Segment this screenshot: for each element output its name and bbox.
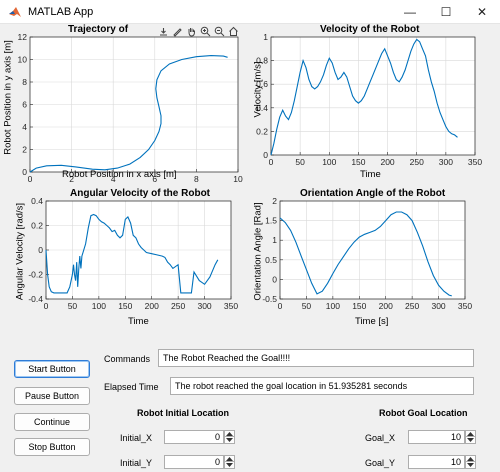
y-tick-label: 0 [38,245,43,255]
x-tick-label: 0 [278,301,283,311]
y-tick-label: 0.2 [31,221,43,231]
plot-area [271,37,475,155]
goal-y-label: Goal_Y [365,458,395,468]
elapsed-time-field[interactable]: The robot reached the goal location in 5… [170,377,474,395]
spinner-down-icon[interactable] [225,437,234,443]
goal-y-spinner[interactable] [465,455,476,469]
initial-x-field[interactable]: 0 [164,430,224,444]
x-tick-label: 350 [468,157,482,167]
angular-velocity-y-axis-label: Angular Velocity [rad/s] [15,197,26,307]
y-tick-label: 1.5 [265,216,277,226]
x-tick-label: 300 [431,301,445,311]
x-tick-label: 250 [405,301,419,311]
spinner-down-icon[interactable] [466,437,475,443]
y-tick-label: 1 [272,235,277,245]
x-tick-label: 300 [439,157,453,167]
x-tick-label: 200 [380,157,394,167]
orientation-chart: 0 50 100 150 200 250 300 350-0.500.511.52 [280,201,465,299]
goal-x-field[interactable]: 10 [408,430,465,444]
trajectory-chart: 0 2 4 6 8 10024681012 [30,37,238,172]
y-tick-label: 1 [263,32,268,42]
maximize-button[interactable]: ☐ [428,0,464,24]
x-tick-label: 50 [295,157,305,167]
window-titlebar: MATLAB App — ☐ ✕ [0,0,500,24]
angular-velocity-chart-title: Angular Velocity of the Robot [70,188,210,199]
y-tick-label: 0 [272,274,277,284]
y-tick-label: 10 [18,55,28,65]
x-tick-label: 100 [92,301,106,311]
y-tick-label: 2 [22,145,27,155]
commands-field[interactable]: The Robot Reached the Goal!!!! [158,349,474,367]
goal-y-field[interactable]: 10 [408,455,465,469]
x-tick-label: 150 [352,301,366,311]
close-button[interactable]: ✕ [464,0,500,24]
angular-velocity-x-axis-label: Time [128,316,149,327]
orientation-chart-title: Orientation Angle of the Robot [300,188,445,199]
y-tick-label: -0.2 [28,270,43,280]
goal-x-spinner[interactable] [465,430,476,444]
x-tick-label: 8 [194,174,199,184]
x-tick-label: 10 [233,174,243,184]
continue-button[interactable]: Continue [14,413,90,431]
velocity-chart-title: Velocity of the Robot [320,24,419,35]
y-tick-label: 0 [22,167,27,177]
pause-button[interactable]: Pause Button [14,387,90,405]
x-tick-label: 50 [68,301,78,311]
x-tick-label: 100 [326,301,340,311]
initial-y-spinner[interactable] [224,455,235,469]
y-tick-label: -0.5 [262,294,277,304]
y-tick-label: 2 [272,196,277,206]
start-button[interactable]: Start Button [14,360,90,378]
x-tick-label: 0 [28,174,33,184]
y-tick-label: -0.4 [28,294,43,304]
velocity-x-axis-label: Time [360,169,381,180]
initial-y-field[interactable]: 0 [164,455,224,469]
y-tick-label: 0.4 [31,196,43,206]
window-title: MATLAB App [28,6,93,18]
x-tick-label: 200 [379,301,393,311]
x-tick-label: 0 [44,301,49,311]
elapsed-time-label: Elapsed Time [104,382,159,392]
trajectory-chart-title: Trajectory of [68,24,128,35]
y-tick-label: 6 [22,100,27,110]
orientation-x-axis-label: Time [s] [355,316,388,327]
minimize-button[interactable]: — [392,0,428,24]
trajectory-y-axis-label: Robot Position in y axis [m] [3,38,14,158]
app-client-area: Trajectory of 0 2 4 6 8 10 0 2 4 6 8 10 12 Robot Pos… [0,24,500,472]
x-tick-label: 50 [302,301,312,311]
initial-x-label: Initial_X [120,433,152,443]
matlab-logo-icon [8,5,22,19]
commands-label: Commands [104,354,150,364]
spinner-down-icon[interactable] [466,462,475,468]
x-tick-label: 250 [171,301,185,311]
goal-location-title: Robot Goal Location [379,408,468,418]
initial-x-spinner[interactable] [224,430,235,444]
x-tick-label: 150 [118,301,132,311]
y-tick-label: 0.5 [265,255,277,265]
x-tick-label: 300 [197,301,211,311]
x-tick-label: 350 [224,301,238,311]
y-tick-label: 4 [22,122,27,132]
y-tick-label: 12 [18,32,28,42]
angular-velocity-chart: 0 50 100 150 200 250 300 350 -0.4 -0.2 0 0.2 0.4 [46,201,231,299]
spinner-down-icon[interactable] [225,462,234,468]
x-tick-label: 100 [322,157,336,167]
x-tick-label: 250 [410,157,424,167]
orientation-y-axis-label: Orientation Angle [Rad] [253,194,264,310]
x-tick-label: 0 [269,157,274,167]
x-tick-label: 150 [351,157,365,167]
x-tick-label: 200 [145,301,159,311]
y-tick-label: 8 [22,77,27,87]
velocity-chart: 0 50 100 150 200 250 300 350 0 0.2 0.4 0.6 0.8 1 [271,37,475,155]
y-tick-label: 0 [263,150,268,160]
trajectory-x-axis-label: Robot Position in x axis [m] [62,169,177,180]
goal-x-label: Goal_X [365,433,395,443]
x-tick-label: 350 [458,301,472,311]
initial-y-label: Initial_Y [120,458,152,468]
plot-area [280,201,465,299]
stop-button[interactable]: Stop Button [14,438,90,456]
velocity-y-axis-label: Velocity [m/s] [253,50,264,130]
initial-location-title: Robot Initial Location [137,408,229,418]
